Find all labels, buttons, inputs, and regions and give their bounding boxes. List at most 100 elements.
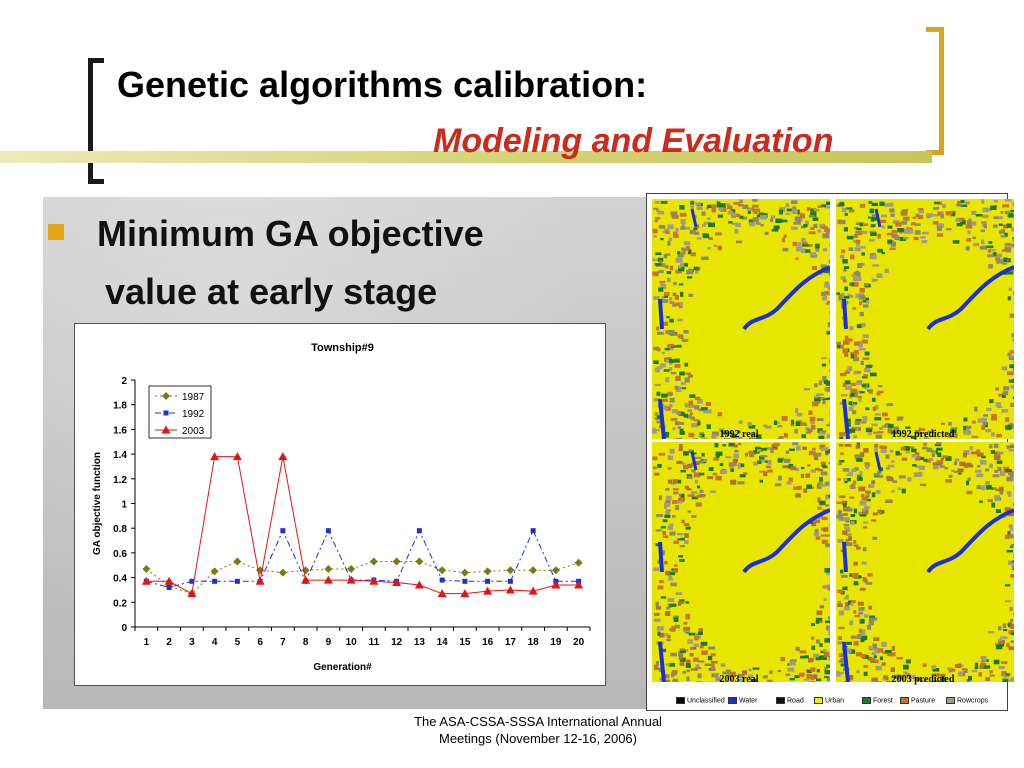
data-point-1992 xyxy=(439,577,445,583)
map-1992-predicted xyxy=(836,199,1014,439)
legend-label: Pasture xyxy=(911,697,936,705)
y-tick-label: 1.6 xyxy=(113,425,127,436)
y-tick-label: 1.8 xyxy=(113,401,127,412)
x-tick-label: 15 xyxy=(459,637,471,648)
map-label: 1992 predicted xyxy=(891,429,955,440)
map-1992-real xyxy=(652,199,830,439)
legend-marker-1992 xyxy=(163,410,169,416)
legend-item-pasture: Pasture xyxy=(900,697,935,704)
y-tick-label: 1.2 xyxy=(113,475,127,486)
data-point-2003 xyxy=(255,576,265,585)
data-point-1992 xyxy=(166,584,172,590)
legend-item-urban: Urban xyxy=(814,697,844,704)
data-point-2003 xyxy=(210,452,220,461)
data-point-1987 xyxy=(278,568,287,577)
data-point-1992 xyxy=(325,528,331,534)
x-tick-label: 4 xyxy=(212,637,218,648)
data-point-1987 xyxy=(369,557,378,566)
legend-swatch xyxy=(900,697,909,704)
bullet-line-2: value at early stage xyxy=(105,271,438,312)
map-label: 1992 real xyxy=(719,429,759,440)
data-point-2003 xyxy=(414,580,424,589)
legend-swatch xyxy=(814,697,823,704)
legend-label: 1987 xyxy=(182,392,205,403)
x-tick-label: 6 xyxy=(257,637,263,648)
data-point-1992 xyxy=(212,578,218,584)
x-tick-label: 14 xyxy=(437,637,449,648)
data-point-2003 xyxy=(187,589,197,598)
x-tick-label: 1 xyxy=(144,637,150,648)
legend-label: Urban xyxy=(825,697,845,705)
y-tick-label: 1 xyxy=(121,500,127,511)
legend-item-unclassified: Unclassified xyxy=(676,697,725,704)
map-texture xyxy=(836,442,1014,682)
data-point-1992 xyxy=(280,528,286,534)
bullet-square-icon xyxy=(48,224,64,240)
map-texture xyxy=(836,199,1014,439)
legend-swatch xyxy=(728,697,737,704)
land-use-map-panel: 1992 real 1992 predicted 2003 real 2003 … xyxy=(646,193,1014,711)
x-tick-label: 8 xyxy=(303,637,309,648)
data-point-1987 xyxy=(551,566,560,575)
x-tick-label: 20 xyxy=(573,637,585,648)
data-point-2003 xyxy=(528,586,538,595)
y-tick-label: 2 xyxy=(121,376,127,387)
y-tick-label: 0.8 xyxy=(113,524,127,535)
data-point-1987 xyxy=(142,564,151,573)
x-tick-label: 7 xyxy=(280,637,286,648)
data-point-1987 xyxy=(460,568,469,577)
series-line-1987 xyxy=(146,561,579,595)
y-tick-label: 0.2 xyxy=(113,598,127,609)
data-point-1987 xyxy=(392,557,401,566)
x-tick-label: 17 xyxy=(505,637,517,648)
data-point-1987 xyxy=(529,566,538,575)
series-line-2003 xyxy=(146,456,579,595)
x-tick-label: 10 xyxy=(346,637,358,648)
x-tick-label: 3 xyxy=(189,637,195,648)
legend-swatch xyxy=(862,697,871,704)
slide-title: Genetic algorithms calibration: xyxy=(117,64,648,105)
map-2003-real xyxy=(652,442,830,682)
data-point-2003 xyxy=(437,589,447,598)
data-point-1987 xyxy=(415,557,424,566)
data-point-2003 xyxy=(164,576,174,585)
data-point-2003 xyxy=(483,586,493,595)
x-tick-label: 16 xyxy=(482,637,494,648)
legend-label: 1992 xyxy=(182,409,205,420)
x-tick-label: 12 xyxy=(391,637,403,648)
data-point-2003 xyxy=(574,580,584,589)
data-point-2003 xyxy=(505,585,515,594)
x-axis-label: Generation# xyxy=(313,662,372,673)
line-chart: Township#9 Generation# GA objective functi… xyxy=(74,323,606,686)
legend-swatch xyxy=(676,697,685,704)
data-point-2003 xyxy=(141,576,151,585)
data-point-1987 xyxy=(210,567,219,576)
legend-marker-1987 xyxy=(162,392,170,400)
data-point-1987 xyxy=(483,567,492,576)
data-point-2003 xyxy=(323,575,333,584)
data-point-1987 xyxy=(324,564,333,573)
map-label: 2003 real xyxy=(719,674,759,685)
data-point-1992 xyxy=(507,578,513,584)
y-axis-label: GA objective function xyxy=(92,452,103,555)
data-point-1987 xyxy=(347,564,356,573)
data-point-2003 xyxy=(551,580,561,589)
data-point-2003 xyxy=(369,576,379,585)
y-tick-label: 0.6 xyxy=(113,549,127,560)
data-point-1992 xyxy=(189,578,195,584)
data-point-1992 xyxy=(416,528,422,534)
x-tick-label: 11 xyxy=(369,637,380,648)
bullet-line-1: Minimum GA objective xyxy=(97,213,484,254)
chart-title: Township#9 xyxy=(311,342,374,354)
legend-item-rowcrops: Rowcrops xyxy=(946,697,988,704)
x-tick-label: 13 xyxy=(414,637,426,648)
data-point-1992 xyxy=(234,578,240,584)
y-tick-label: 1.4 xyxy=(113,450,127,461)
legend-item-road: Road xyxy=(776,697,804,704)
legend-label: Road xyxy=(787,697,804,705)
y-tick-label: 0 xyxy=(121,623,127,634)
chart-legend xyxy=(148,385,212,439)
data-point-1987 xyxy=(438,566,447,575)
legend-swatch xyxy=(776,697,785,704)
data-point-1987 xyxy=(506,566,515,575)
